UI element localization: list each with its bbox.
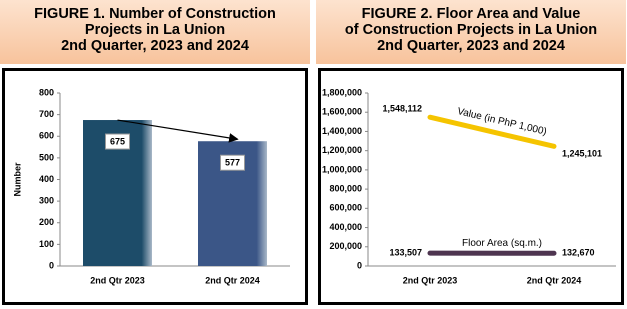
chart-frame xyxy=(2,68,308,305)
chart-title: 2nd Quarter, 2023 and 2024 xyxy=(377,38,565,54)
y-tick-label: 100 xyxy=(39,239,54,249)
title-block: FIGURE 2. Floor Area and Value of Constr… xyxy=(316,0,626,64)
value-label-box xyxy=(220,154,245,171)
trend-arrow xyxy=(117,119,239,143)
value-label: 577 xyxy=(225,158,240,168)
y-tick-label: 1,200,000 xyxy=(322,145,362,155)
y-tick-label: 0 xyxy=(357,260,362,270)
y-tick-label: 1,000,000 xyxy=(322,164,362,174)
x-tick-label: 2nd Qtr 2023 xyxy=(403,275,458,285)
value-label: 1,245,101 xyxy=(562,149,602,159)
series-label: Floor Area (sq.m.) xyxy=(462,238,542,249)
chart: 0 100 200 300 400 500 600 700 800 675 2nd Qtr 2023… xyxy=(12,87,290,285)
y-tick-label: 600,000 xyxy=(329,203,362,213)
y-tick-label: 200,000 xyxy=(329,241,362,251)
y-tick-label: 700 xyxy=(39,109,54,119)
y-tick-label: 500 xyxy=(39,152,54,162)
y-tick-label: 1,400,000 xyxy=(322,126,362,136)
panel: FIGURE 1. Number of Construction Project… xyxy=(0,0,310,309)
chart-frame xyxy=(318,68,624,305)
value-label: 675 xyxy=(110,136,125,146)
chart-title: of Construction Projects in La Union xyxy=(344,22,598,38)
x-tick-label: 2nd Qtr 2024 xyxy=(205,275,260,285)
chart-title: FIGURE 2. Floor Area and Value xyxy=(361,6,581,22)
y-tick-label: 400 xyxy=(39,174,54,184)
chart-title: Projects in La Union xyxy=(84,22,226,38)
chart-title: 2nd Quarter, 2023 and 2024 xyxy=(61,38,249,54)
y-axis-label: Number xyxy=(12,162,22,197)
y-tick-label: 600 xyxy=(39,131,54,141)
chart-title: FIGURE 1. Number of Construction xyxy=(34,6,276,22)
y-tick-label: 1,800,000 xyxy=(322,87,362,97)
title-block: FIGURE 1. Number of Construction Project… xyxy=(0,0,310,64)
y-tick-label: 300 xyxy=(39,196,54,206)
value-label-box xyxy=(105,133,130,150)
line xyxy=(427,114,557,149)
y-tick-label: 0 xyxy=(49,260,54,270)
value-label: 1,548,112 xyxy=(382,104,422,114)
x-tick-label: 2nd Qtr 2024 xyxy=(527,275,582,285)
y-tick-label: 400,000 xyxy=(329,222,362,232)
y-tick-label: 200 xyxy=(39,217,54,227)
value-label: 133,507 xyxy=(389,248,422,258)
y-tick-label: 800 xyxy=(39,87,54,97)
x-tick-label: 2nd Qtr 2023 xyxy=(90,275,145,285)
value-label: 132,670 xyxy=(562,248,595,258)
y-tick-label: 1,600,000 xyxy=(322,107,362,117)
y-tick-label: 800,000 xyxy=(329,183,362,193)
panel: FIGURE 2. Floor Area and Value of Constr… xyxy=(316,0,626,309)
chart: 0 200,000 400,000 600,000 800,000 1,000,000 1,… xyxy=(322,87,616,285)
